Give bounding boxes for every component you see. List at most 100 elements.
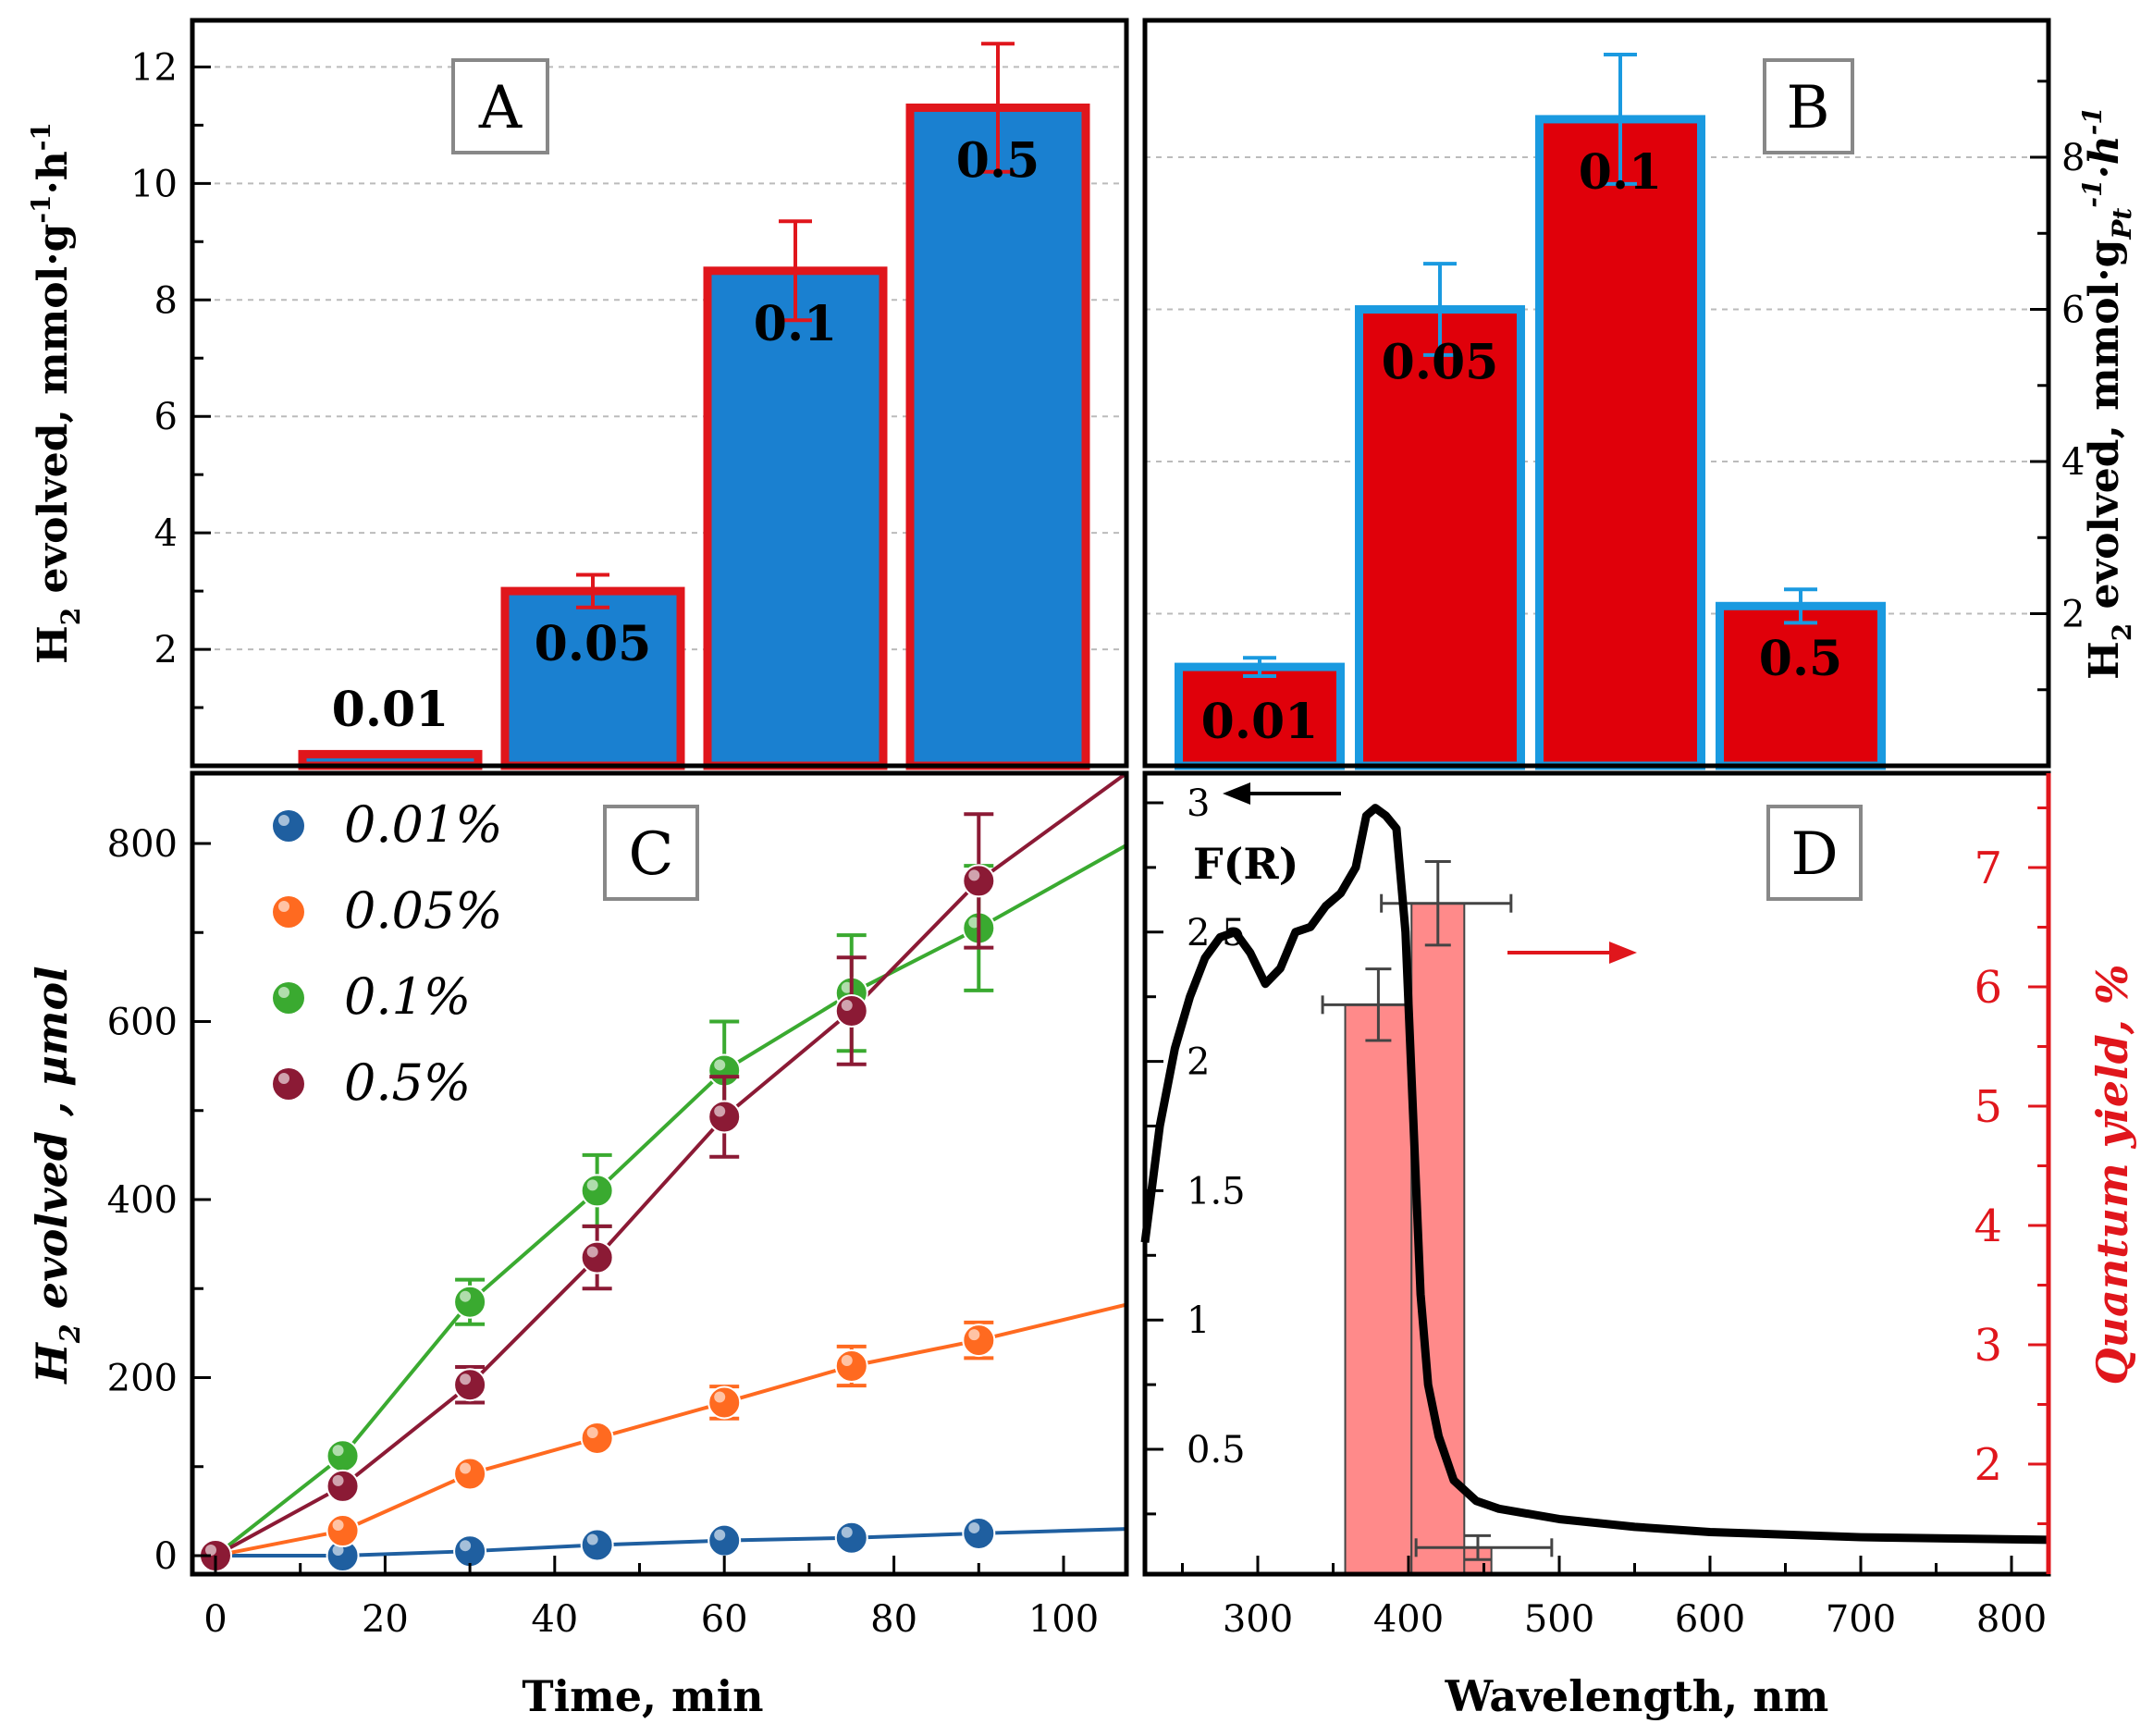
- x-tick-label: 300: [1223, 1598, 1293, 1641]
- y-right-tick-label: 5: [1974, 1081, 2002, 1133]
- bar: [1175, 662, 1345, 770]
- legend-marker-highlight: [278, 815, 289, 826]
- data-point: [453, 1534, 487, 1569]
- panel-a-label: A: [478, 74, 523, 142]
- y-left-tick-label: 0.5: [1187, 1429, 1246, 1471]
- bar-label: 0.05: [1382, 335, 1499, 391]
- panel-b-ylabel: H2 evolved, mmol·gPt-1·h-1: [2077, 106, 2137, 680]
- point-highlight: [968, 869, 980, 881]
- panel-b: 0.01 0.05 0.1 0.5 2 4 6 8 B H2 evolved, mmol·g…: [1142, 18, 2137, 770]
- legend-marker-highlight: [278, 987, 289, 998]
- data-point: [326, 1439, 360, 1473]
- panel-c-label: C: [629, 820, 674, 889]
- panel-d-label: D: [1790, 820, 1838, 889]
- panel-c-legend: 0.01% 0.05% 0.1% 0.5%: [273, 795, 503, 1112]
- bar: [905, 103, 1090, 770]
- data-point: [707, 1100, 742, 1134]
- panel-a-label-box: A: [451, 58, 549, 154]
- x-tick-label: 500: [1524, 1598, 1594, 1641]
- fit-line: [215, 1527, 1127, 1557]
- data-point: [453, 1368, 487, 1402]
- legend-label: 0.01%: [344, 795, 503, 854]
- data-point: [962, 864, 996, 898]
- data-point: [326, 1514, 360, 1548]
- legend-marker: [273, 896, 304, 928]
- y-left-tick-label: 2: [1187, 1041, 1210, 1084]
- x-tick-label: 800: [1976, 1598, 2047, 1641]
- panel-c-points: [199, 812, 996, 1572]
- x-tick-label: 400: [1373, 1598, 1444, 1641]
- point-highlight: [841, 1526, 853, 1538]
- fr-curve: [1140, 804, 2049, 1545]
- data-point: [962, 1516, 996, 1550]
- x-tick-label: 100: [1028, 1598, 1099, 1641]
- point-highlight: [460, 1373, 472, 1385]
- bar-label: 0.01: [332, 682, 449, 738]
- panel-d-xlabel: Wavelength, nm: [1445, 1671, 1829, 1721]
- panel-b-bars: 0.01 0.05 0.1 0.5: [1175, 53, 1886, 770]
- bar-label: 0.5: [956, 132, 1040, 189]
- point-highlight: [586, 1426, 598, 1438]
- point-highlight: [714, 1059, 726, 1071]
- panel-c-label-box: C: [603, 805, 699, 901]
- panel-d-ylabel-right: Quantum yield, %: [2087, 965, 2137, 1385]
- point-highlight: [714, 1105, 726, 1117]
- legend-label: 0.05%: [344, 881, 503, 940]
- bar-label: 0.5: [1759, 631, 1842, 687]
- bar-label: 0.1: [1579, 144, 1662, 201]
- legend-marker-highlight: [278, 1073, 289, 1084]
- y-tick-label: 6: [154, 396, 178, 438]
- panel-c-fits: [214, 771, 1128, 1557]
- point-highlight: [841, 999, 853, 1011]
- point-highlight: [460, 1540, 472, 1552]
- panel-d-left-arrow: [1223, 782, 1341, 805]
- y-left-tick-label: 2.5: [1187, 912, 1246, 954]
- y-right-tick-label: 3: [1974, 1320, 2002, 1372]
- panel-d-fr-label: F(R): [1193, 839, 1298, 889]
- y-tick-label: 10: [130, 163, 178, 205]
- y-tick-label: 600: [107, 1002, 178, 1044]
- panel-c-xlabel: Time, min: [522, 1671, 763, 1721]
- point-highlight: [332, 1520, 344, 1532]
- legend-marker: [273, 810, 304, 842]
- data-point: [453, 1457, 487, 1491]
- legend-marker-highlight: [278, 901, 289, 912]
- fit-line: [215, 771, 1128, 1557]
- panel-d: 300 400 500 600 700 800 0.5 1 1.5 2 2.5 3 2 3 4 5 6 7 D F…: [1140, 770, 2137, 1721]
- data-point: [580, 1528, 614, 1562]
- point-highlight: [332, 1545, 344, 1556]
- bar-label: 0.1: [754, 296, 837, 352]
- point-highlight: [332, 1474, 344, 1486]
- y-left-tick-label: 1: [1187, 1299, 1210, 1342]
- y-tick-label: 0: [154, 1535, 178, 1578]
- point-highlight: [841, 1354, 853, 1366]
- data-point: [580, 1240, 614, 1274]
- panel-d-qy-bars: [1321, 860, 1554, 1576]
- fit-line: [215, 1302, 1127, 1557]
- y-tick-label: 12: [130, 46, 178, 89]
- point-highlight: [586, 1246, 598, 1258]
- x-tick-label: 0: [203, 1598, 227, 1641]
- panel-a-yticks: 2 4 6 8 10 12: [130, 46, 211, 709]
- point-highlight: [968, 1521, 980, 1533]
- qy-bar: [1344, 1003, 1413, 1575]
- data-point: [580, 1174, 614, 1208]
- data-point: [707, 1523, 742, 1557]
- legend-label: 0.5%: [344, 1053, 471, 1112]
- panel-c: 0 20 40 60 80 100 0 200 400 600 800 0.01% 0.05% 0.1%…: [27, 770, 1129, 1721]
- fit-line: [214, 843, 1127, 1557]
- x-tick-label: 60: [701, 1598, 748, 1641]
- panel-d-frame: [1142, 770, 2051, 1577]
- point-highlight: [586, 1179, 598, 1191]
- point-highlight: [714, 1391, 726, 1403]
- data-point: [834, 1521, 868, 1555]
- y-tick-label: 400: [107, 1179, 178, 1222]
- data-point: [326, 1469, 360, 1503]
- y-tick-label: 8: [154, 279, 178, 322]
- panel-b-yticks: 2 4 6 8: [2030, 80, 2085, 692]
- bar-label: 0.01: [1201, 694, 1319, 750]
- panel-a: 0.01 0.05 0.1 0.5 2 4 6 8 10 12 A H2 evolved, mm…: [26, 18, 1129, 770]
- panel-b-label-box: B: [1763, 58, 1854, 154]
- data-point: [962, 1324, 996, 1358]
